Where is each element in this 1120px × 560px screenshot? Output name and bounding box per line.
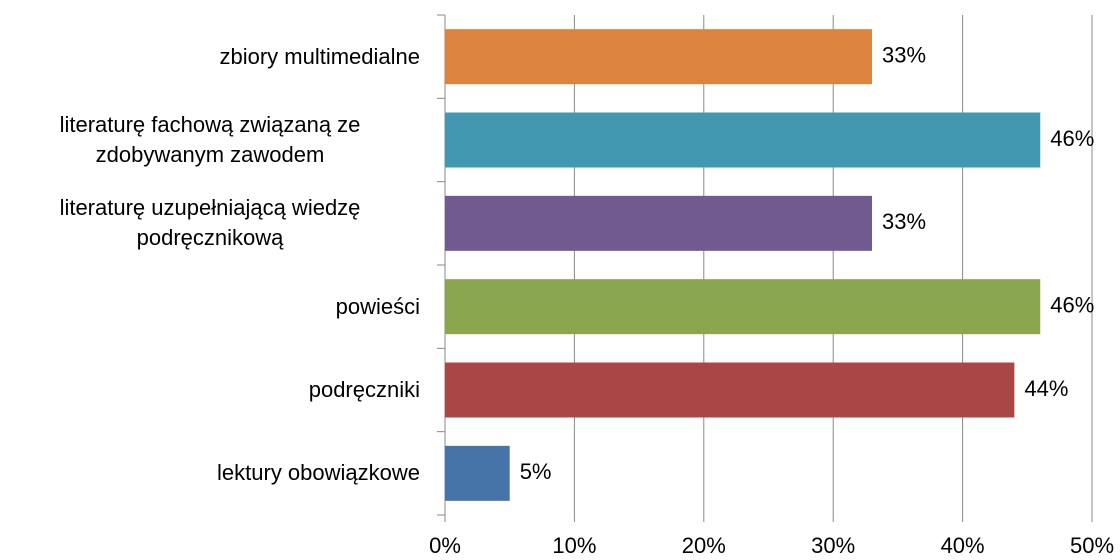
category-text: powieści [335, 293, 420, 319]
x-tick-label: 50% [1070, 533, 1114, 558]
x-tick-label: 40% [941, 533, 985, 558]
category-text: lektury obowiązkowe [217, 460, 420, 486]
x-tick-label: 10% [552, 533, 596, 558]
data-label: 33% [882, 42, 926, 67]
category-label: powieści [0, 292, 420, 322]
category-label: literaturę fachową związaną ze zdobywany… [0, 110, 420, 170]
bar [445, 279, 1041, 335]
x-tick-label: 0% [429, 533, 461, 558]
bar [445, 112, 1041, 168]
bar [445, 445, 510, 501]
data-label: 46% [1050, 292, 1094, 317]
data-label: 46% [1050, 126, 1094, 151]
bar [445, 29, 873, 85]
category-label: zbiory multimedialne [0, 42, 420, 72]
data-label: 5% [520, 459, 552, 484]
category-label: podręczniki [0, 375, 420, 405]
bar [445, 195, 873, 251]
category-text: podręczniki [308, 377, 420, 402]
category-text: literaturę fachową związaną ze zdobywany… [59, 112, 361, 167]
category-label: literaturę uzupełniającą wiedzę podręczn… [0, 193, 420, 253]
category-label: lektury obowiązkowe [0, 458, 420, 488]
data-label: 44% [1024, 376, 1068, 401]
category-text: zbiory multimedialne [219, 43, 420, 69]
x-tick-label: 20% [682, 533, 726, 558]
data-label: 33% [882, 209, 926, 234]
category-text: literaturę uzupełniającą wiedzę podręczn… [59, 195, 361, 251]
x-tick-label: 30% [811, 533, 855, 558]
bar [445, 362, 1015, 418]
